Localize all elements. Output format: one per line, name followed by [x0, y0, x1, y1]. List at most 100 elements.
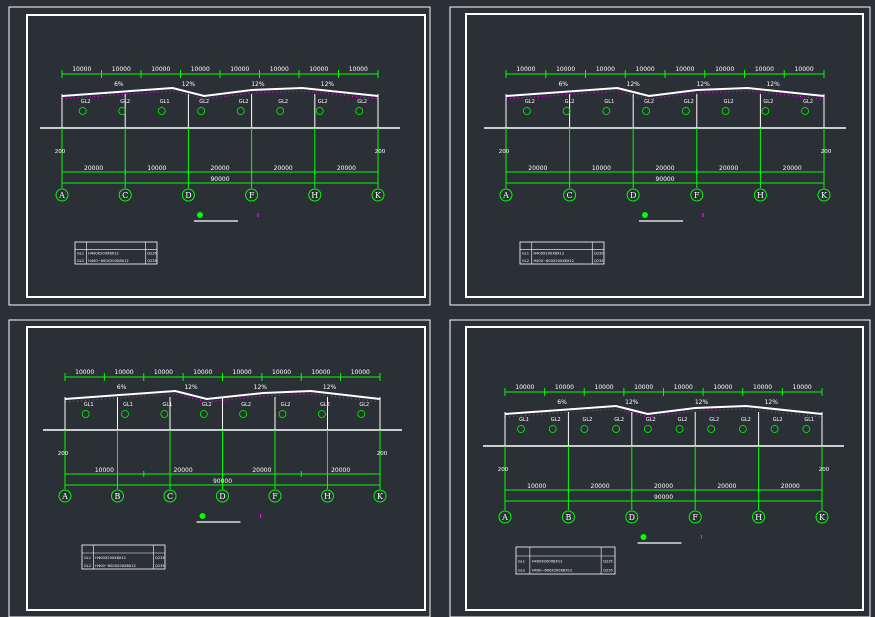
beam-label: GL2 — [241, 402, 251, 408]
member-code: GL2 — [522, 259, 529, 263]
top-dimension-label: 10000 — [270, 66, 289, 73]
top-dimension-label: 10000 — [230, 66, 249, 73]
roof-purlin-markers — [505, 90, 825, 100]
bottom-dimension-label: 20000 — [174, 467, 193, 474]
member-code: GL1 — [77, 252, 84, 256]
top-dimension-label: 10000 — [193, 369, 212, 376]
beam-section-bubble — [761, 107, 770, 115]
member-section: H400X200X8X12 — [88, 252, 119, 256]
bottom-dimension-label: 20000 — [337, 165, 356, 172]
beam-label: GL2 — [281, 402, 291, 408]
axis-bubble — [245, 188, 259, 202]
roof-slope-label: 6% — [558, 81, 568, 88]
axis-label: D — [185, 191, 191, 200]
top-dimension-label: 10000 — [233, 369, 252, 376]
roof-slope-label: 12% — [323, 384, 337, 391]
axis-bubble — [563, 188, 577, 202]
axis-label: D — [629, 513, 635, 522]
top-dimension-label: 10000 — [151, 66, 170, 73]
beam-label: GL1 — [160, 99, 170, 105]
bottom-dimension-label: 20000 — [591, 483, 610, 490]
sheet-bottom-right: 10000 10000 10000 10000 10000 10000 10000 10000… — [449, 319, 871, 617]
roof-slope-label: 12% — [251, 81, 265, 88]
sheet-top-right: 10000 10000 10000 10000 10000 10000 10000 10000… — [449, 6, 871, 306]
axis-label: B — [565, 513, 571, 522]
beam-section-bubble — [157, 107, 166, 115]
roof-purlin-markers — [504, 408, 823, 418]
axis-label: H — [755, 513, 762, 522]
top-dimension-label: 10000 — [636, 66, 655, 73]
axis-bubble — [111, 489, 124, 503]
member-section: H400~600X200X8X12 — [95, 564, 136, 568]
beam-section-bubble — [160, 410, 169, 418]
top-dimension-label: 10000 — [311, 369, 330, 376]
bottom-dimension-label: 20000 — [331, 467, 350, 474]
beam-label: GL2 — [320, 402, 330, 408]
drawing-title-bullet — [642, 212, 648, 218]
beam-label: GL2 — [202, 402, 212, 408]
axis-label: K — [375, 191, 382, 200]
sheet-inner-frame — [465, 13, 864, 298]
axis-label: C — [167, 492, 173, 501]
beam-section-bubble — [315, 107, 324, 115]
beam-section-bubble — [602, 107, 611, 115]
edge-mark-right: 200 — [821, 149, 832, 155]
axis-bubble — [371, 188, 385, 202]
beam-section-bubble — [317, 410, 326, 418]
beam-label: GL1 — [804, 417, 814, 423]
roof-profile — [504, 404, 823, 416]
sheet-top-left: 10000 10000 10000 10000 10000 10000 10000 10000… — [8, 6, 431, 306]
drawing-title-bullet — [197, 212, 203, 218]
axis-label: A — [58, 191, 65, 200]
axis-label: H — [324, 492, 331, 501]
member-section: H400~600X200X8X12 — [533, 259, 574, 263]
beam-label: GL1 — [604, 99, 614, 105]
beam-section-bubble — [355, 107, 364, 115]
axis-label: F — [249, 191, 255, 200]
roof-profile — [61, 86, 379, 98]
axis-label: H — [311, 191, 318, 200]
beam-section-bubble — [721, 107, 730, 115]
roof-slope-label: 12% — [625, 399, 639, 406]
beam-label: GL2 — [525, 99, 535, 105]
sheet-outer-frame — [449, 319, 871, 617]
top-dimension-label: 10000 — [115, 369, 134, 376]
bottom-dimension-label: 20000 — [719, 165, 738, 172]
beam-label: GL2 — [684, 99, 694, 105]
beam-section-bubble — [707, 425, 716, 433]
beam-section-bubble — [278, 410, 287, 418]
beam-section-bubble — [239, 410, 248, 418]
beam-section-bubble — [580, 425, 589, 433]
member-material: Q235 — [594, 252, 604, 256]
beam-label: GL2 — [763, 99, 773, 105]
axis-bubble — [181, 188, 195, 202]
total-dimension-label: 90000 — [655, 176, 674, 183]
bottom-dimension-label: 20000 — [781, 483, 800, 490]
member-table: GL1 H400X200X8X12 Q235 GL2 H400~600X200X8X12… — [74, 241, 158, 265]
roof-slope-label: 12% — [321, 81, 335, 88]
beam-label: GL2 — [565, 99, 575, 105]
beam-label: GL2 — [278, 99, 288, 105]
bottom-dimension-label: 20000 — [783, 165, 802, 172]
top-dimension-label: 10000 — [556, 66, 575, 73]
member-table: GL1 H400X200X8X12 Q235 GL2 H400~600X200X8X12… — [81, 544, 166, 570]
drawing-title-bullet — [199, 513, 206, 519]
beam-label: GL1 — [162, 402, 172, 408]
beam-section-bubble — [548, 425, 557, 433]
member-section: H400X200X8X12 — [532, 559, 563, 563]
beam-label: GL2 — [741, 417, 751, 423]
beam-label: GL2 — [318, 99, 328, 105]
axis-label: B — [115, 492, 121, 501]
bottom-dimension-label: 20000 — [252, 467, 271, 474]
axis-bubble — [752, 510, 766, 524]
axis-label: K — [821, 191, 828, 200]
beam-section-bubble — [78, 107, 87, 115]
roof-slope-label: 12% — [695, 399, 709, 406]
roof-slope-label: 6% — [557, 399, 567, 406]
beam-section-bubble — [517, 425, 525, 433]
bottom-dimension-label: 10000 — [527, 483, 546, 490]
roof-profile — [505, 86, 825, 98]
beam-label: GL2 — [239, 99, 249, 105]
roof-slope-label: 6% — [114, 81, 124, 88]
beam-label: GL2 — [199, 99, 209, 105]
